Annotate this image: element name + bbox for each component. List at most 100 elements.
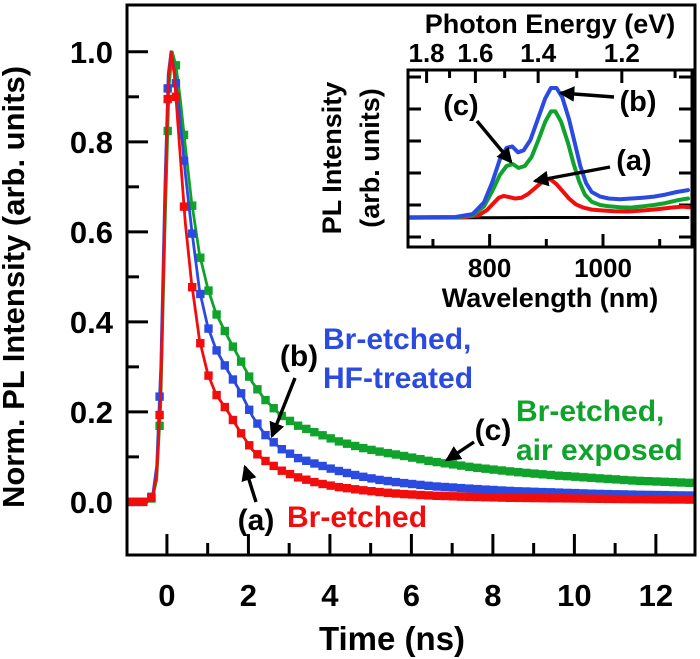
data-point [228,375,238,384]
data-point [228,342,238,351]
data-point [644,495,653,504]
data-point [424,491,433,500]
data-point [668,478,678,487]
data-point [587,489,596,498]
data-point [196,339,205,348]
data-point [628,495,637,504]
data-point [571,494,580,503]
data-point [522,487,531,496]
data-point [171,92,181,101]
data-point [579,489,588,498]
data-point [342,439,352,448]
data-point [473,492,482,502]
x-tick-label: 2 [240,578,257,613]
data-point [375,487,384,497]
data-point [367,445,376,455]
data-point [188,229,197,238]
data-point [530,487,539,496]
data-point [481,464,490,473]
inset-annotation-arrow [532,165,611,187]
data-point [253,419,262,428]
annotation-arrow [269,377,297,439]
data-point [318,431,327,440]
data-point [562,488,572,498]
data-point [546,488,555,497]
data-point [611,475,621,484]
data-point [408,479,417,489]
data-point [685,495,694,504]
data-point [310,428,319,437]
x-tick-label: 0 [158,578,175,613]
data-point [277,445,286,454]
data-point [351,470,360,480]
data-point [685,478,694,487]
data-point [652,490,661,500]
y-axis-title: Norm. PL Intensity (arb. units) [0,66,31,508]
data-point [611,494,621,504]
data-point [277,411,286,421]
series-label-text: Br-etched [287,501,427,534]
data-point [416,480,425,490]
data-point [660,490,669,500]
data-point [253,450,262,459]
data-point [261,395,270,405]
data-point [253,385,262,394]
data-point [204,371,213,380]
inset-y-axis-title-line2: (arb. units) [355,88,385,228]
annotation-label: (a) [238,504,275,537]
data-point [228,415,238,425]
inset-plot: 1.8 1.6 1.4 1.2 800 1000 Photon Energy (eV) W… [317,9,694,313]
data-point [318,479,327,489]
data-point [359,443,368,453]
inset-axis-tick-labels: 1.8 1.6 1.4 1.2 800 1000 [409,38,640,283]
y-tick-label: 0.8 [70,125,113,160]
data-point [595,489,604,499]
data-point [505,486,515,496]
data-point [391,477,401,487]
data-point [603,489,612,499]
data-point [163,94,172,104]
annotation-label: (c) [475,414,512,447]
x-tick-label: 8 [484,578,501,613]
y-tick-label: 1.0 [70,35,113,70]
data-point [179,202,189,211]
data-point [293,453,303,463]
y-tick-label: 0.2 [70,395,113,430]
data-point [579,494,588,503]
data-point [424,456,433,465]
data-point [676,478,686,487]
data-point [595,474,604,483]
data-point [571,488,580,498]
data-point [351,441,360,451]
data-point [310,477,319,487]
x-tick-label: 4 [321,578,339,613]
data-point [652,495,661,504]
data-point [155,410,164,420]
data-point [408,453,417,462]
data-point [611,490,621,499]
data-point [220,326,229,336]
inset-bottom-tick-label: 1000 [574,253,632,283]
data-point [432,457,441,467]
data-point [473,463,482,472]
data-point [399,489,409,499]
data-point [285,416,295,426]
data-point [196,253,205,262]
data-point [644,490,653,500]
data-point [318,461,327,471]
data-point [456,483,466,493]
data-point [383,488,392,497]
main-plot: 0 2 4 6 8 10 12 0.0 0.2 0.4 0.6 0.8 1.0 Time (ns) No… [0,3,697,657]
data-point [399,451,409,461]
data-point [147,493,156,502]
data-point [440,459,449,468]
data-point [375,447,384,456]
data-point [619,475,629,485]
data-point [546,494,555,503]
data-point [448,460,458,469]
data-point [562,472,572,481]
data-point [128,497,132,507]
inset-top-tick-label: 1.4 [520,38,557,68]
data-point [212,390,221,400]
